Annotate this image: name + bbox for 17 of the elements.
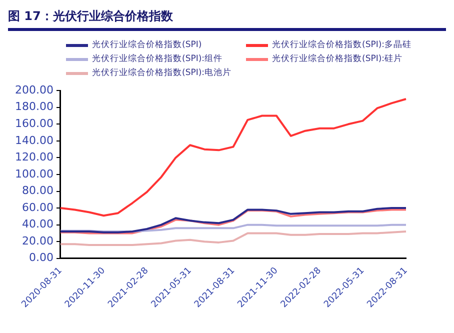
y-tick-label: 200.00: [14, 83, 54, 96]
y-tick-label: 160.00: [14, 117, 54, 130]
y-tick-label: 40.00: [22, 218, 54, 231]
legend-label: 光伏行业综合价格指数(SPI):硅片: [272, 53, 403, 65]
y-tick-label: 180.00: [14, 100, 54, 114]
y-tick-label: 80.00: [22, 184, 54, 198]
y-tick-label: 20.00: [22, 234, 54, 248]
y-tick-label: 100.00: [14, 167, 54, 180]
y-tick-label: 60.00: [22, 200, 54, 214]
legend-label: 光伏行业综合价格指数(SPI):组件: [92, 53, 223, 65]
y-tick-label: 120.00: [14, 150, 54, 164]
legend-label: 光伏行业综合价格指数(SPI):电池片: [92, 67, 232, 79]
legend-label: 光伏行业综合价格指数(SPI):多晶硅: [272, 39, 412, 51]
y-tick-label: 0.00: [28, 251, 54, 264]
y-tick-label: 140.00: [14, 134, 54, 147]
chart-title: 图 17：光伏行业综合价格指数: [8, 8, 446, 31]
legend-label: 光伏行业综合价格指数(SPI): [92, 39, 202, 51]
